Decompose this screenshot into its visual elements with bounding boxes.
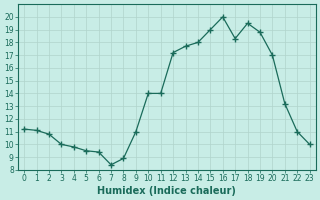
X-axis label: Humidex (Indice chaleur): Humidex (Indice chaleur) [98,186,236,196]
